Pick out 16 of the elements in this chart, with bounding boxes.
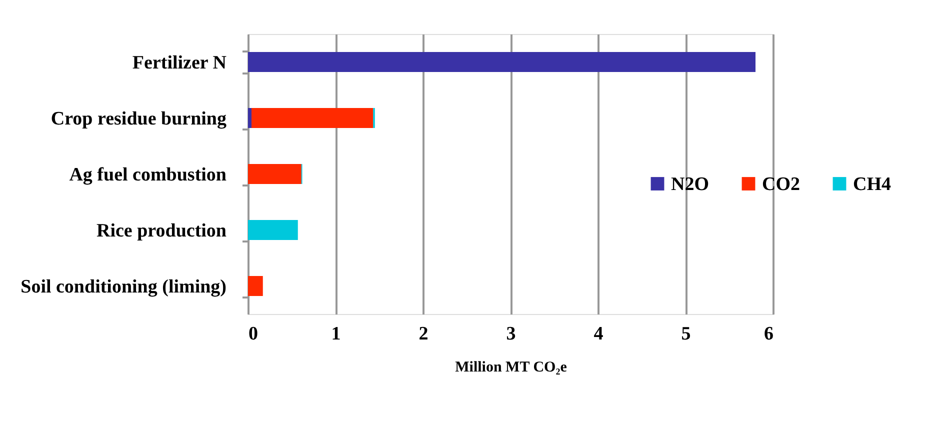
x-tick-label: 2 [418, 324, 428, 344]
legend-label: CO2 [762, 174, 800, 195]
y-tick-label: Crop residue burning [50, 108, 227, 130]
y-tick-label: Fertilizer N [132, 52, 227, 74]
x-tick-label: 3 [506, 324, 516, 344]
legend-label: CH4 [853, 174, 892, 195]
y-tick-label: Rice production [96, 220, 227, 242]
x-tick-label: 0 [248, 324, 258, 344]
y-tick-label: Ag fuel combustion [69, 164, 227, 186]
x-tick-label: 6 [764, 324, 774, 344]
legend-label: N2O [671, 174, 709, 195]
x-tick-label: 1 [331, 324, 341, 344]
x-tick-label: 4 [594, 324, 604, 344]
x-tick-label: 5 [681, 324, 691, 344]
x-axis-title: Million MT CO₂e [455, 360, 568, 376]
y-tick-label: Soil conditioning (liming) [20, 276, 226, 298]
